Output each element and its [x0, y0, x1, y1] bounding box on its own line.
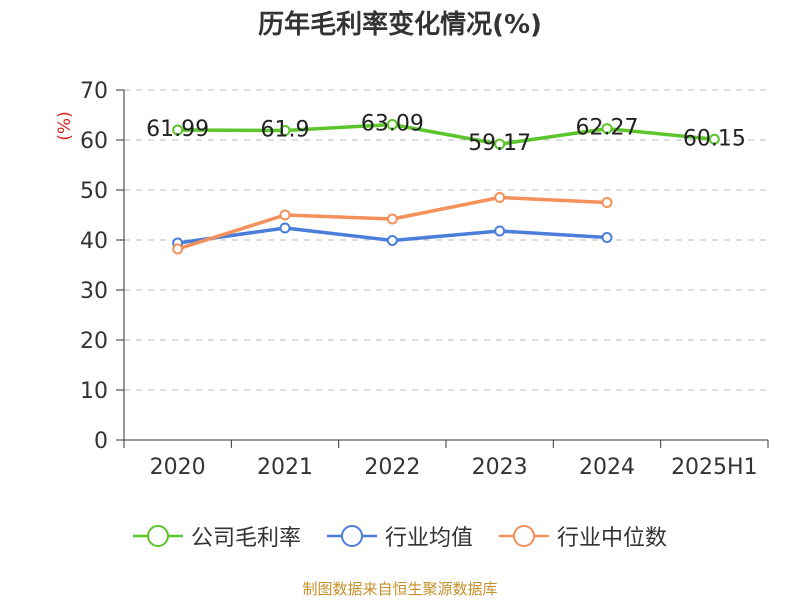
data-point [386, 119, 398, 131]
data-point [172, 124, 184, 136]
legend-marker-icon [499, 525, 549, 547]
y-tick-label: 60 [80, 129, 108, 154]
legend-marker-icon [326, 525, 377, 547]
data-point [279, 222, 291, 234]
data-label: 61.9 [261, 118, 310, 143]
y-tick-label: 30 [80, 279, 108, 304]
data-label: 59.17 [468, 131, 531, 156]
legend-label: 行业均值 [384, 526, 473, 551]
data-point [494, 138, 506, 150]
data-labels: 61.99 61.9 63.09 59.17 62.27 60.15 [146, 112, 746, 157]
axes: 0 10 20 30 40 50 60 70(%) 2020 2021 2022 2023 2024 20… [55, 79, 769, 480]
y-tick-label: 0 [94, 429, 108, 454]
data-point [494, 225, 506, 237]
x-tick-label: 2022 [364, 455, 420, 480]
data-point [601, 232, 613, 243]
legend-item[interactable]: 行业均值 [326, 520, 473, 552]
y-axis-label: (%) [55, 111, 75, 140]
x-tick-label: 2020 [150, 455, 206, 480]
data-label: 63.09 [361, 112, 424, 137]
data-point [172, 243, 184, 255]
legend-marker-icon [132, 525, 183, 547]
y-tick-label: 50 [80, 179, 108, 204]
series-line [177, 122, 715, 146]
data-point [494, 192, 506, 203]
data-point [386, 213, 398, 225]
data-label: 62.27 [576, 116, 639, 141]
data-point [386, 235, 398, 246]
legend-label: 公司毛利率 [190, 526, 301, 551]
y-tick-label: 10 [80, 379, 108, 404]
x-tick-label: 2024 [579, 455, 635, 480]
series-lines [172, 119, 720, 255]
source-note: 制图数据来自恒生聚源数据库 [302, 580, 498, 598]
data-point [601, 197, 613, 208]
data-point [279, 125, 291, 136]
chart-title: 历年毛利率变化情况(%) [258, 10, 542, 40]
y-tick-label: 70 [80, 79, 108, 104]
legend-item[interactable]: 行业中位数 [499, 520, 667, 552]
data-point [279, 209, 291, 221]
legend-item[interactable]: 公司毛利率 [132, 520, 301, 552]
y-tick-label: 20 [80, 329, 108, 354]
x-tick-label: 2023 [472, 455, 528, 480]
legend-label: 行业中位数 [557, 526, 668, 551]
y-tick-label: 40 [80, 229, 108, 254]
data-label: 61.99 [146, 117, 209, 142]
data-point [601, 123, 613, 135]
x-tick-label: 2025H1 [671, 455, 758, 480]
data-point [708, 133, 720, 145]
data-label: 60.15 [683, 126, 746, 151]
x-tick-label: 2021 [257, 455, 313, 480]
legend: 公司毛利率 行业均值 行业中位数 [0, 520, 800, 552]
